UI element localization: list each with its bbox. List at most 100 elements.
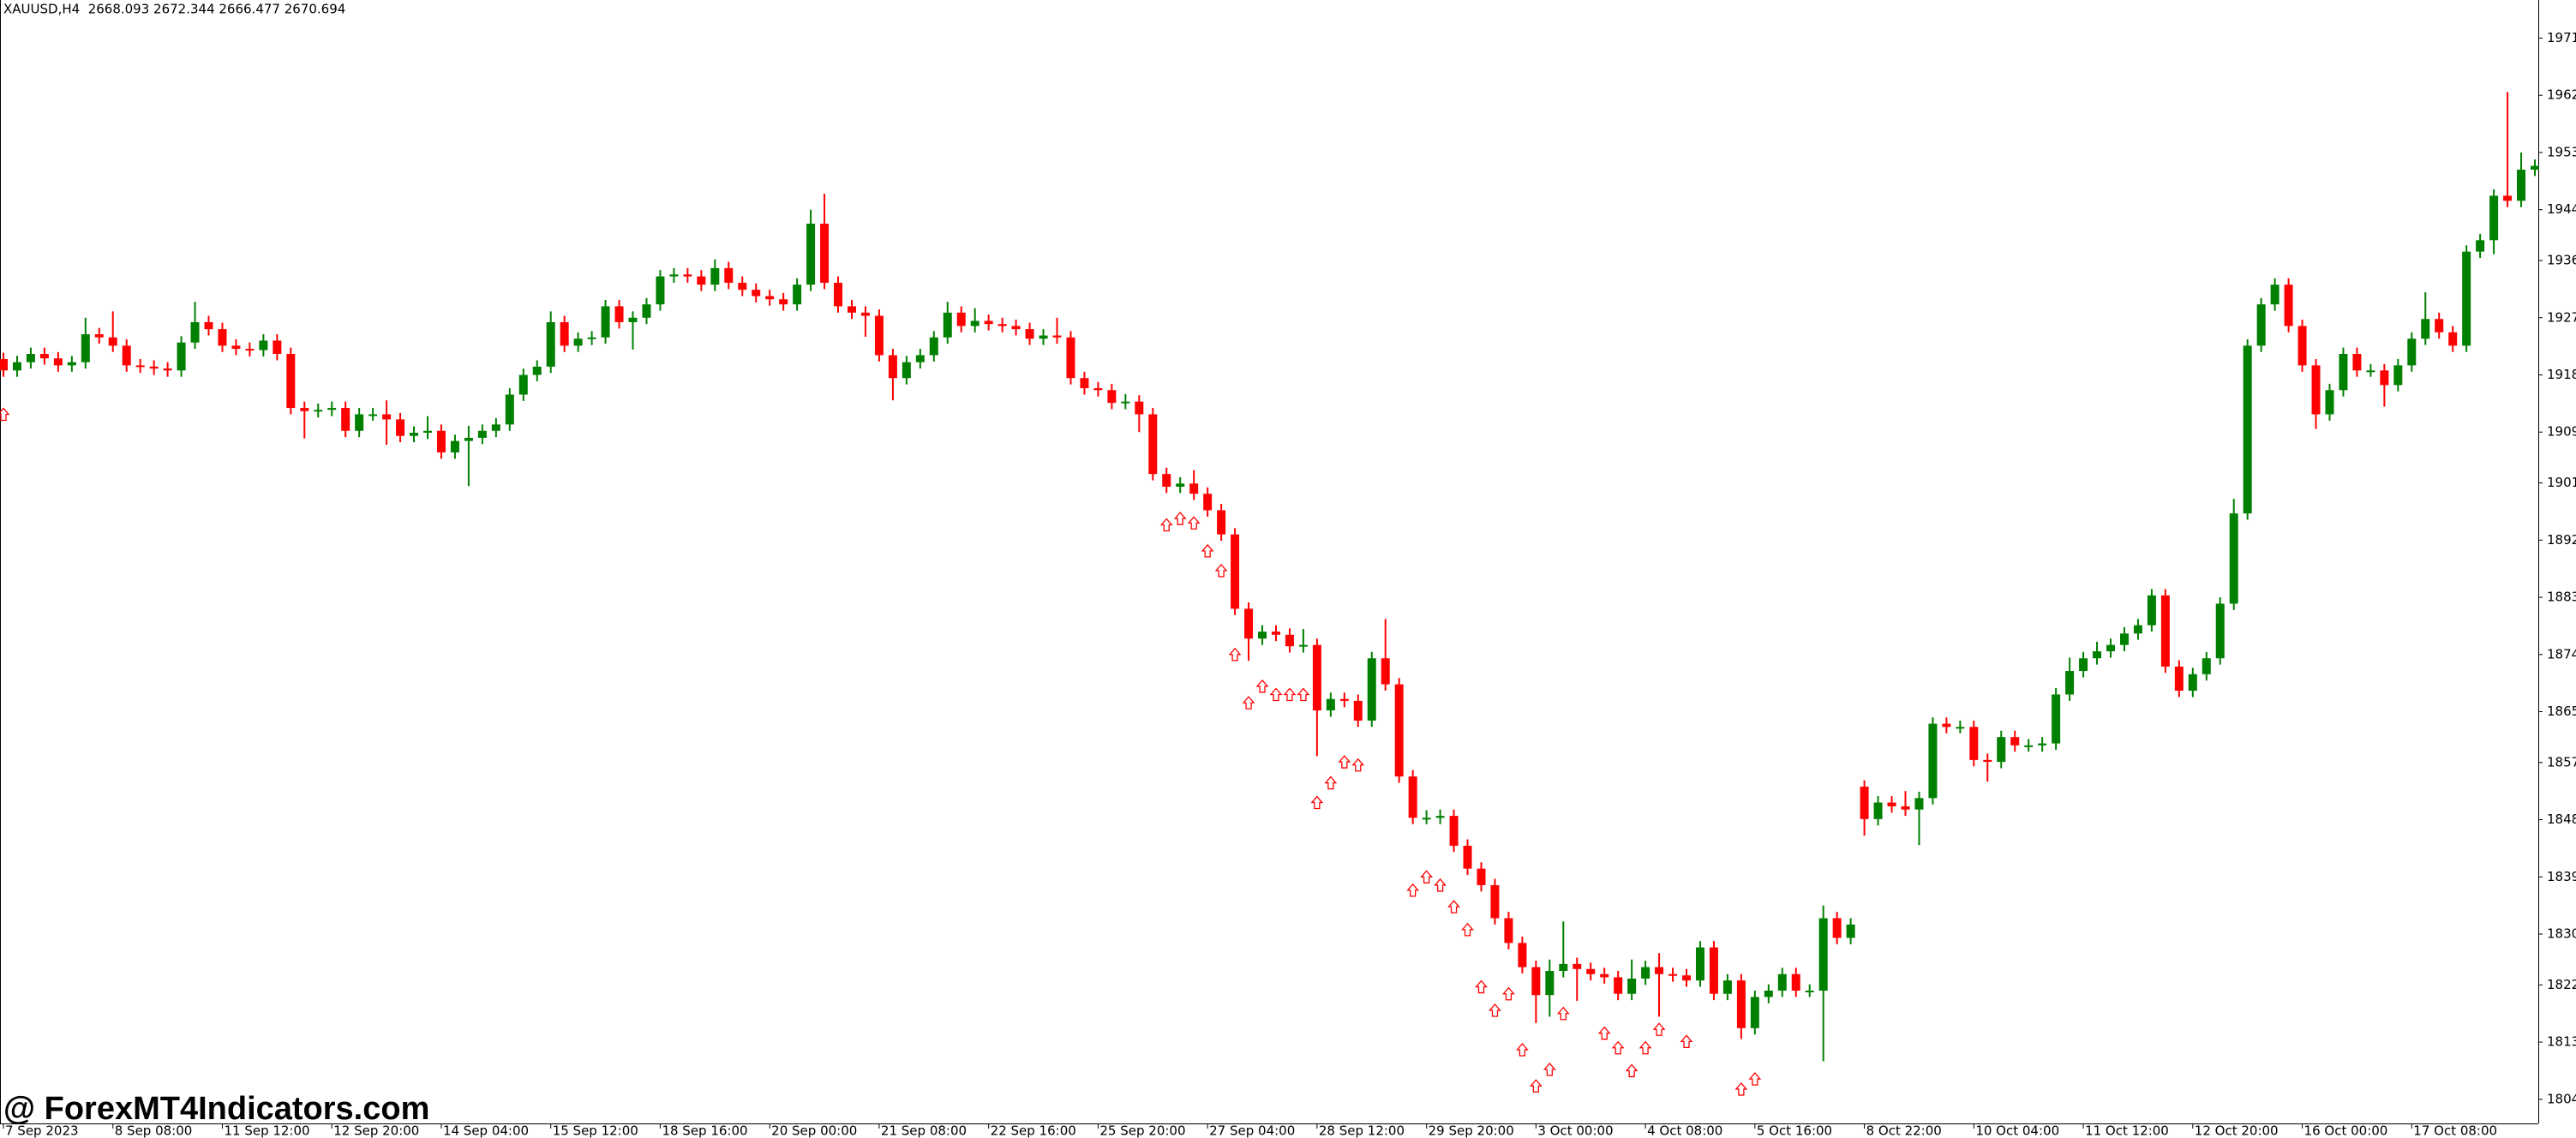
signal-arrow [1283,687,1297,702]
candle-body [738,282,747,290]
x-tick-label: 25 Sep 20:00 [1099,1123,1185,1138]
candle-body [1709,947,1718,994]
candle-body [532,366,542,375]
y-tick-label: 1944 [2547,201,2576,217]
candle-body [149,366,159,369]
signal-arrow [1351,758,1365,772]
signal-arrow [1324,776,1338,790]
candle-body [231,345,241,350]
candle-body [67,362,76,366]
y-tick-label: 1892 [2547,532,2576,548]
candle-body [1011,326,1021,330]
candle-body [396,419,405,436]
x-tick-label: 27 Sep 04:00 [1209,1123,1295,1138]
candle-body [1518,943,1527,967]
candle-body [450,440,459,452]
x-tick-label: 11 Sep 12:00 [224,1123,309,1138]
candle-body [1435,816,1445,818]
candle-body [1818,918,1828,991]
candle-body [108,337,117,346]
candle-body [1750,997,1759,1028]
candle-body [669,274,679,277]
candle-body [1914,798,1924,810]
signal-arrow [1748,1072,1762,1086]
y-tick-label: 1874 [2547,646,2576,662]
candle-body [0,358,8,371]
signal-arrow [1214,563,1228,578]
signal-arrow [1638,1040,1652,1055]
y-tick-label: 1909 [2547,424,2576,440]
candle-body [2311,365,2321,415]
candle-body [1381,658,1390,685]
signal-arrow [1734,1081,1748,1096]
candle-body [1039,335,1048,339]
signal-arrow [1255,679,1269,693]
candle-body [1422,818,1431,820]
candle-body [1997,737,2006,763]
signal-arrow [1338,755,1351,769]
candle-body [2119,633,2129,645]
x-tick-label: 14 Sep 04:00 [443,1123,529,1138]
plot-area [0,92,2539,1096]
candle-body [1545,971,1555,996]
candle-body [477,430,487,438]
candle-body [1271,632,1280,635]
candle-body [2147,595,2156,626]
candle-body [1312,644,1321,711]
y-tick-label: 1804 [2547,1091,2576,1106]
candle-body [1764,991,1773,997]
chart-title: XAUUSD,H4 2668.093 2672.344 2666.477 267… [3,2,345,17]
x-tick-label: 20 Sep 00:00 [771,1123,857,1138]
candle-body [1942,723,1951,728]
candle-body [2174,666,2184,692]
y-tick-label: 1883 [2547,590,2576,605]
candle-body [1408,776,1417,818]
signal-arrow [1310,795,1324,810]
candle-body [765,296,775,300]
candle-body [2352,354,2362,371]
x-tick-label: 8 Oct 22:00 [1866,1123,1942,1138]
candle-body [752,290,761,296]
candle-body [902,362,911,379]
candle-body [2065,671,2075,695]
candle-body [573,338,583,346]
candle-body [1655,967,1664,974]
candle-body [2052,694,2061,744]
candle-body [2024,745,2034,747]
candle-body [245,349,255,351]
y-tick-label: 1857 [2547,754,2576,770]
candle-body [1873,802,1883,819]
candle-body [2421,319,2430,339]
signal-arrow [1597,1026,1611,1040]
candle-body [286,354,296,409]
candle-body [1162,474,1171,488]
candle-body [888,355,897,379]
candle-body [1983,759,1992,763]
candle-body [2270,284,2279,305]
x-tick-label: 3 Oct 00:00 [1537,1123,1613,1138]
candle-body [2188,674,2197,692]
candle-body [1668,973,1678,976]
candle-body [2133,625,2142,634]
candle-body [1203,494,1213,511]
candle-body [2448,332,2458,346]
candle-body [1463,845,1472,869]
y-tick-label: 1813 [2547,1034,2576,1050]
candle-body [2366,370,2375,373]
signal-arrow [1297,687,1310,702]
candle-body [2010,737,2020,746]
candle-body [2160,595,2170,667]
candle-body [1805,991,1814,993]
y-tick-label: 1953 [2547,144,2576,159]
candle-body [2489,195,2499,241]
candle-body [1148,414,1158,475]
candle-body [314,410,323,412]
candle-body [1490,884,1500,919]
candle-body [177,342,186,371]
x-tick-label: 18 Sep 16:00 [662,1123,747,1138]
y-tick-label: 1971 [2547,30,2576,45]
candle-body [847,306,856,313]
candle-body [860,312,870,316]
